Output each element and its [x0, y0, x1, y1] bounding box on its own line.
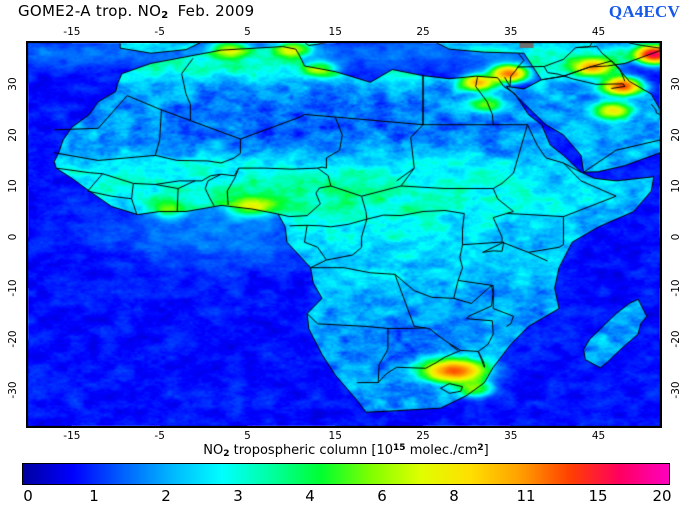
- lat-tick--20: -20: [7, 330, 19, 348]
- lat-tick-20: 20: [670, 128, 682, 142]
- lon-tick-45: 45: [591, 430, 606, 442]
- colorbar-tick-8: 8: [449, 487, 459, 505]
- lon-tick--5: -5: [154, 430, 165, 442]
- lon-tick-5: 5: [244, 430, 251, 442]
- title-date: Feb. 2009: [177, 2, 255, 20]
- lat-tick-0: 0: [7, 233, 19, 241]
- lat-tick-10: 10: [670, 179, 682, 193]
- colorbar-tick-4: 4: [305, 487, 315, 505]
- colorbar-tick-11: 11: [516, 487, 536, 505]
- lon-tick-15: 15: [328, 430, 342, 442]
- lon-tick-35: 35: [504, 430, 518, 442]
- caption-exponent-2: 2: [477, 443, 484, 453]
- no2-column-heatmap: [28, 43, 660, 426]
- colorbar: [22, 463, 670, 485]
- lon-tick-25: 25: [416, 26, 430, 38]
- lon-tick-5: 5: [244, 26, 251, 38]
- qa4ecv-logo: QA4ECV: [608, 2, 680, 21]
- caption-middle: tropospheric column [10: [229, 443, 394, 459]
- colorbar-tick-15: 15: [588, 487, 608, 505]
- caption-species: NO: [203, 443, 224, 459]
- lat-tick-10: 10: [7, 179, 19, 193]
- colorbar-tick-6: 6: [377, 487, 387, 505]
- lon-tick-35: 35: [504, 26, 518, 38]
- caption-units: molec./cm: [405, 443, 478, 459]
- lon-tick-25: 25: [416, 430, 430, 442]
- lon-tick-15: 15: [328, 26, 342, 38]
- colorbar-tick-1: 1: [89, 487, 99, 505]
- lat-tick--10: -10: [670, 279, 682, 297]
- lon-tick--15: -15: [63, 26, 81, 38]
- lon-tick--15: -15: [63, 430, 81, 442]
- lon-tick-45: 45: [591, 26, 606, 38]
- lon-tick--5: -5: [154, 26, 165, 38]
- lat-tick-30: 30: [670, 77, 682, 91]
- lat-tick--20: -20: [670, 330, 682, 348]
- lat-tick-20: 20: [7, 128, 19, 142]
- title-subscript: 2: [161, 10, 169, 22]
- colorbar-tick-2: 2: [161, 487, 171, 505]
- caption-subscript: 2: [223, 449, 230, 460]
- lat-tick-30: 30: [7, 77, 19, 91]
- colorbar-tick-3: 3: [233, 487, 243, 505]
- title-species: GOME2-A trop. NO: [18, 2, 162, 20]
- colorbar-tick-0: 0: [23, 487, 33, 505]
- lat-tick--30: -30: [670, 381, 682, 399]
- caption-bracket-close: ]: [483, 443, 489, 459]
- colorbar-caption: NO2 tropospheric column [1015 molec./cm2…: [0, 443, 692, 459]
- colorbar-tick-20: 20: [652, 487, 672, 505]
- lat-tick-0: 0: [670, 233, 682, 241]
- map-plot-area: [26, 41, 662, 428]
- lat-tick--30: -30: [7, 381, 19, 399]
- caption-exponent: 15: [393, 443, 406, 453]
- page-title: GOME2-A trop. NO2 Feb. 2009: [18, 2, 255, 21]
- colorbar-gradient: [23, 464, 669, 484]
- lat-tick--10: -10: [7, 279, 19, 297]
